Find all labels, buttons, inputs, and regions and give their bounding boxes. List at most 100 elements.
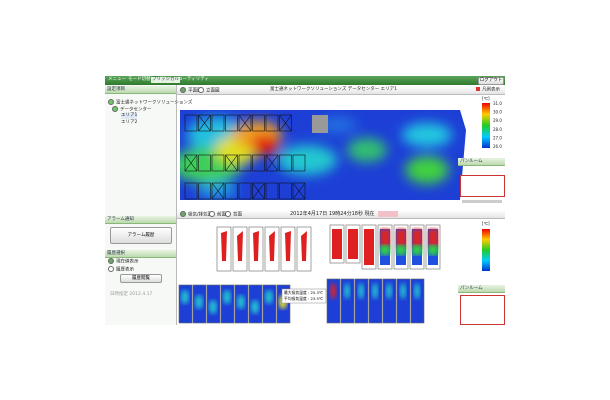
cabinet-heat [372,283,378,299]
cabinet-heat [396,245,406,255]
menu-item[interactable]: ユーティリティ [178,77,209,82]
cabinet-heat [348,229,358,259]
tree-item[interactable]: データセンター [112,106,152,114]
cabinet-heat [195,295,203,309]
equipment [312,115,328,133]
cabinet-heat [414,283,420,299]
radio[interactable]: 立面図 [198,87,220,95]
rack [238,154,252,172]
menu-item[interactable]: モード切替 [128,77,151,82]
date-text: 日時指定 2012.4.17 [110,292,153,297]
rack [265,182,279,200]
legend-label: 26.0 [493,144,502,149]
logout-button[interactable]: ログアウト [478,77,504,85]
rack [238,114,252,132]
rack [252,154,265,172]
cabinet-heat [237,231,243,261]
rack [184,154,198,172]
slider[interactable] [462,200,502,203]
cabinet-heat [223,290,231,304]
checkbox-label: 凡例表示 [482,87,500,93]
cabinet-heat [364,229,374,265]
radio-label: 立面図 [206,88,220,94]
cabinet-heat [181,290,189,304]
rack [198,114,211,132]
radio-label: 履歴表示 [116,267,134,273]
tree-item[interactable]: 富士通ネットワークソリューションズ [108,99,192,107]
radio-label: 前面 [217,212,226,218]
radio[interactable]: 現在値表示 [108,258,139,266]
tooltip-line: 最大吸気温度 : 25.3℃ [284,290,323,295]
rack-cross [292,182,306,200]
panel-header: パンルーム [458,158,505,166]
timestamp: 2012年4月17日 19時24分18秒 現在 [290,211,375,217]
rack-cross [184,154,198,172]
legend-label: 28.0 [493,127,502,132]
status-box [378,211,398,217]
panel-header: 設定項目 [105,86,176,94]
rack [211,154,225,172]
radio-label: 吸気/排気面 [188,212,213,218]
cabinet-heat [237,295,245,309]
alarm-button[interactable]: アラーム履歴 [110,227,172,244]
tree-label: 富士通ネットワークソリューションズ [116,100,193,106]
cabinet-heat [396,229,406,247]
left-panel [105,85,177,325]
rack-cross [252,182,265,200]
rack [225,114,238,132]
rack [184,114,198,132]
tooltip-line: 平均吸気温度 : 23.5℃ [284,296,323,301]
cabinet-heat [269,231,275,261]
radio[interactable]: 履歴表示 [108,266,134,274]
menu-item[interactable]: ブリッジカル [151,77,180,83]
rack [211,182,225,200]
floor-title: 富士通ネットワークソリューションズ データセンター エリア1 [270,87,398,92]
cabinet-heat [380,245,390,255]
rack [252,182,265,200]
rack-outlines [184,114,306,200]
heatmap [180,110,466,200]
rack [292,154,306,172]
cabinet-heat [285,231,291,261]
checkbox[interactable]: 凡例表示 [476,87,500,94]
rack-cross [225,154,238,172]
radio-label: 現在値表示 [116,259,139,265]
legend-scale [482,103,490,148]
toolbar [177,210,505,219]
rack [279,182,292,200]
floor-view: [℃] 31.0 30.0 29.0 28.0 27.0 26.0 [180,96,502,200]
tree-item[interactable]: エリア2 [121,120,138,125]
cabinet-heat [265,290,273,304]
rack-cross [279,114,292,132]
radio-label: 平面図 [188,88,202,94]
history-button[interactable]: 履歴閲覧 [120,274,162,283]
tree-item[interactable]: エリア1 [121,113,138,119]
radio[interactable]: 平面図 [180,87,202,95]
rack [292,182,306,200]
rack-cross [265,154,279,172]
legend-unit: [℃] [482,221,490,226]
legend-label: 27.0 [493,135,502,140]
radio[interactable]: 前面 [209,211,226,219]
radio[interactable]: 背面 [225,211,242,219]
legend-label: 30.0 [493,110,502,115]
menu-item[interactable]: メニュー [108,77,126,82]
cabinet-heat [253,231,259,261]
rack [198,182,211,200]
cabinet-heat [428,245,438,255]
cabinet-heat [386,283,392,299]
cabinet-heat [330,283,336,299]
panel-header: アラーム通知 [105,216,176,224]
cabinet-heat [301,231,307,261]
legend-label: 31.0 [493,101,502,106]
panel-header: 履歴選択 [105,250,176,258]
radio[interactable]: 吸気/排気面 [180,211,212,219]
legend-unit: [℃] [482,96,490,101]
cabinet-heat [380,229,390,247]
toolbar [177,86,505,95]
rack [265,114,279,132]
tooltip [281,288,327,304]
cabinet-heat [251,300,259,314]
rack [211,114,225,132]
